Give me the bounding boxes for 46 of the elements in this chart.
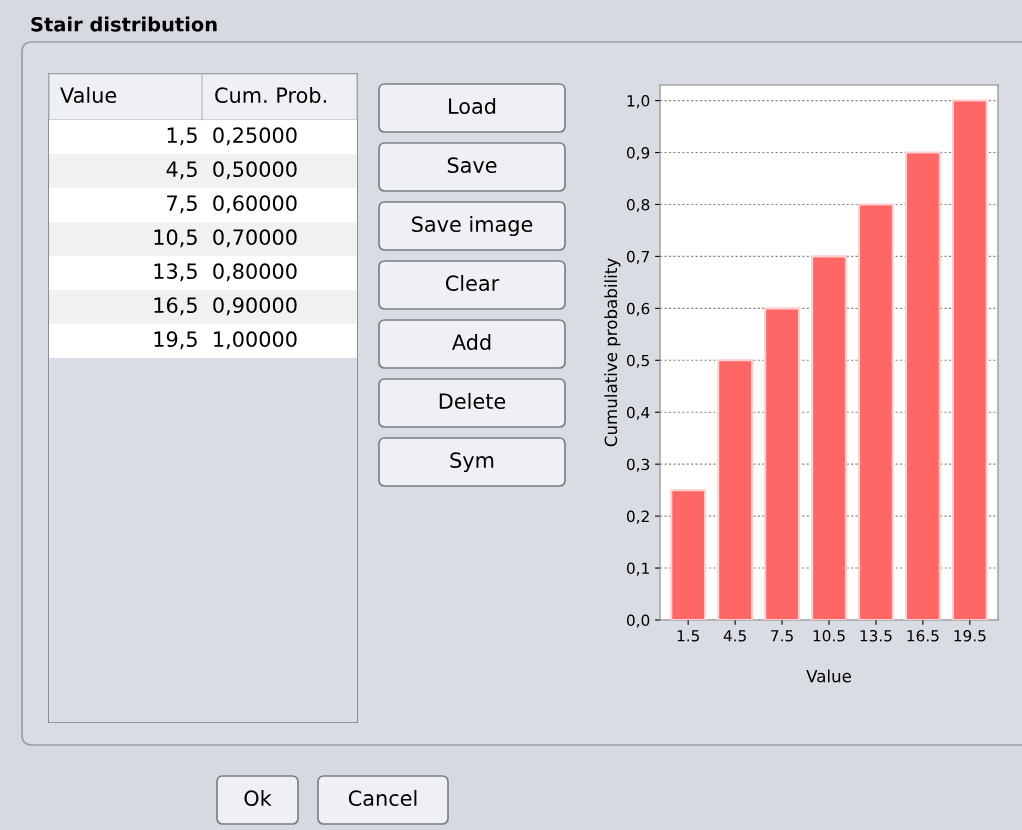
text: 4,5 0,50000 xyxy=(166,161,297,180)
text: 7,5 0,60000 xyxy=(167,195,297,214)
x-tick-label: 16.5 xyxy=(907,629,939,642)
y-tick-label: 0,5 xyxy=(626,354,649,368)
text: 1,5 0,25000 xyxy=(167,127,297,146)
text: Value xyxy=(60,86,117,104)
text: 13,5 0,80000 xyxy=(154,263,297,282)
x-tick-label: 13.5 xyxy=(860,629,892,642)
bar xyxy=(717,359,754,620)
text: Load xyxy=(449,97,496,115)
x-tick-label: 1.5 xyxy=(677,630,699,642)
x-tick-label: 10.5 xyxy=(813,629,845,642)
bar xyxy=(764,307,800,620)
text: 19,5 1,00000 xyxy=(154,331,297,350)
y-tick-label: 0,8 xyxy=(626,198,650,213)
bar xyxy=(951,99,988,620)
bar xyxy=(858,203,894,620)
x-tick-label: 7.5 xyxy=(771,630,793,642)
y-tick-label: 0,2 xyxy=(626,510,649,524)
x-tick-label: 4.5 xyxy=(723,630,746,642)
text: 16,5 0,90000 xyxy=(154,297,297,316)
text: Cum. Prob. xyxy=(215,86,326,104)
bar xyxy=(904,151,941,620)
y-tick-label: 0,0 xyxy=(626,614,650,628)
y-tick-label: 0,7 xyxy=(626,250,649,264)
text: Stair distribution xyxy=(31,16,217,32)
text: 10,5 0,70000 xyxy=(154,229,297,248)
y-tick-label: 1,0 xyxy=(627,95,650,109)
text: Ok xyxy=(244,789,272,807)
text: Save image xyxy=(412,215,533,237)
y-tick-label: 0,3 xyxy=(626,458,650,472)
text: Cancel xyxy=(348,789,417,807)
y-tick-label: 0,4 xyxy=(626,406,650,420)
bar xyxy=(811,255,847,620)
text: Sym xyxy=(450,452,494,473)
text: Clear xyxy=(445,274,500,292)
y-tick-label: 0,1 xyxy=(626,562,649,576)
y-axis-title: Cumulative probability xyxy=(604,258,621,447)
text: Add xyxy=(451,333,491,351)
text: Save xyxy=(447,157,497,174)
x-axis-title: Value xyxy=(806,669,851,683)
x-tick-label: 19.5 xyxy=(954,629,986,642)
bar xyxy=(670,489,707,620)
y-tick-label: 0,9 xyxy=(626,146,650,161)
text: Delete xyxy=(439,392,506,410)
y-tick-label: 0,6 xyxy=(626,302,650,316)
